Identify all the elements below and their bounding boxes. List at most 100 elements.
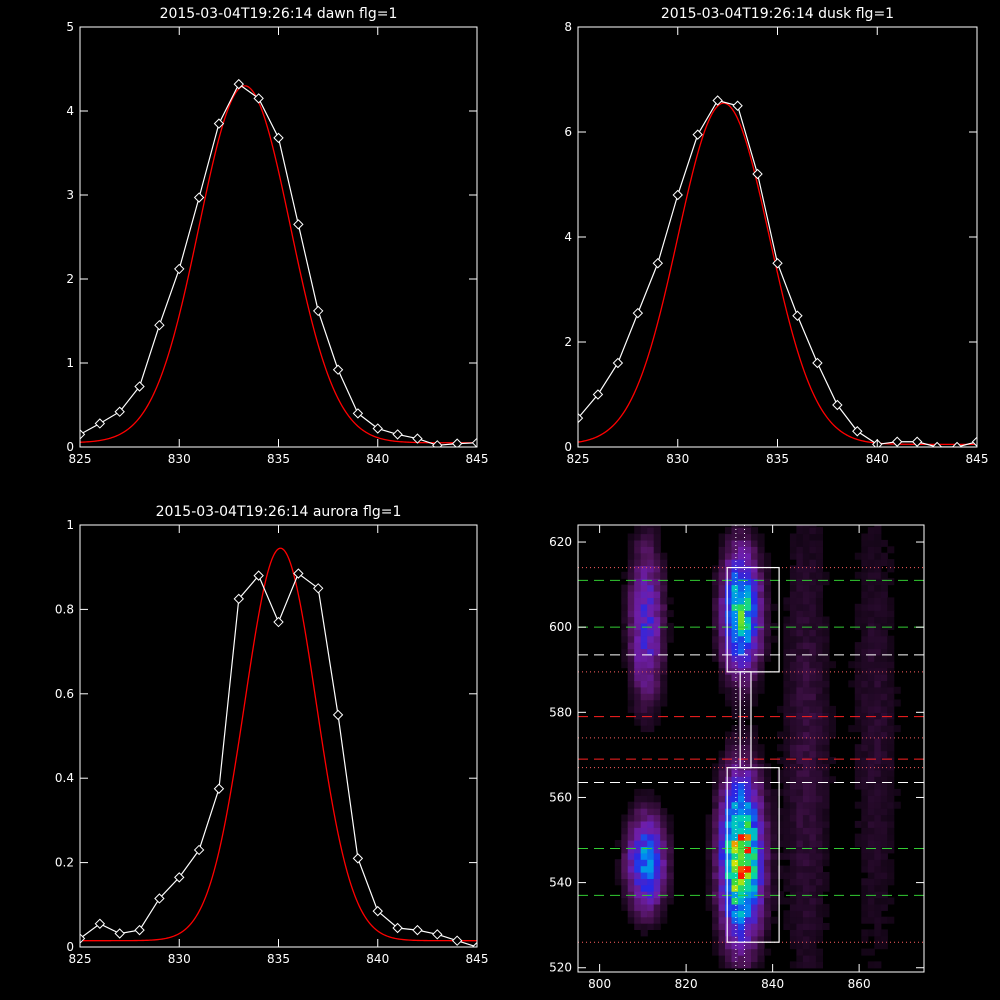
heatmap-cell <box>822 578 830 586</box>
heatmap-cell <box>744 635 752 643</box>
heatmap-cell <box>757 948 765 956</box>
heatmap-cell <box>815 840 823 847</box>
heatmap-cell <box>718 916 726 924</box>
heatmap-cell <box>757 820 765 828</box>
heatmap-cell <box>809 827 817 835</box>
heatmap-cell <box>712 642 720 650</box>
heatmap-cell <box>744 578 752 586</box>
heatmap-cell <box>854 833 862 841</box>
heatmap-cell <box>666 629 674 637</box>
heatmap-cell <box>880 616 888 624</box>
heatmap-cell <box>653 686 661 694</box>
heatmap-cell <box>744 820 752 828</box>
heatmap-cell <box>731 859 739 867</box>
heatmap-cell <box>712 801 720 809</box>
heatmap-cell <box>880 865 888 873</box>
heatmap-cell <box>822 725 830 733</box>
heatmap-cell <box>880 769 888 777</box>
heatmap-cell <box>653 591 661 598</box>
heatmap-cell <box>815 961 823 969</box>
heatmap-cell <box>802 744 810 752</box>
data-point <box>94 418 106 429</box>
heatmap-cell <box>640 642 648 650</box>
heatmap-cell <box>887 814 895 822</box>
heatmap-cell <box>802 578 810 586</box>
heatmap-cell <box>731 827 739 835</box>
heatmap-cell <box>627 571 635 579</box>
heatmap-cell <box>738 584 746 592</box>
heatmap-cell <box>815 546 823 554</box>
heatmap-cell <box>861 674 869 681</box>
heatmap-cell <box>789 782 797 790</box>
heatmap-cell <box>738 539 746 547</box>
heatmap-cell <box>815 674 823 681</box>
heatmap-cell <box>751 859 759 867</box>
heatmap-cell <box>738 744 746 752</box>
heatmap-cell <box>634 891 642 899</box>
heatmap-cell <box>718 769 726 777</box>
heatmap-cell <box>867 674 875 681</box>
heatmap-cell <box>880 916 888 924</box>
heatmap-cell <box>640 629 648 637</box>
heatmap-cell <box>880 622 888 630</box>
heatmap-cell <box>815 705 823 713</box>
heatmap-cell <box>731 814 739 822</box>
heatmap-cell <box>731 699 739 707</box>
heatmap-cell <box>789 571 797 579</box>
heatmap-cell <box>712 795 720 803</box>
heatmap-cell <box>731 731 739 739</box>
heatmap-cell <box>887 603 895 611</box>
heatmap-cell <box>731 872 739 879</box>
chart-title: 2015-03-04T19:26:14 dawn flg=1 <box>160 6 398 22</box>
heatmap-cell <box>621 584 629 592</box>
heatmap-cell <box>712 610 720 618</box>
heatmap-cell <box>815 622 823 630</box>
heatmap-cell <box>731 680 739 688</box>
heatmap-cell <box>757 884 765 892</box>
heatmap-cell <box>809 597 817 605</box>
heatmap-cell <box>867 840 875 847</box>
heatmap-cell <box>653 648 661 656</box>
heatmap-cell <box>660 872 668 879</box>
heatmap-cell <box>789 903 797 911</box>
y-tick-label: 540 <box>549 876 572 890</box>
heatmap-cell <box>764 884 772 892</box>
heatmap-cell <box>789 693 797 701</box>
heatmap-cell <box>718 629 726 637</box>
heatmap-cell <box>783 622 791 630</box>
heatmap-cell <box>738 827 746 835</box>
heatmap-cell <box>712 635 720 643</box>
heatmap-cell <box>647 603 655 611</box>
region-box <box>739 671 752 769</box>
heatmap-cell <box>874 846 882 854</box>
heatmap-cell <box>809 661 817 669</box>
heatmap-cell <box>887 776 895 784</box>
heatmap-cell <box>738 610 746 618</box>
heatmap-cell <box>861 846 869 854</box>
heatmap-cell <box>653 833 661 841</box>
heatmap-cell <box>809 725 817 733</box>
heatmap-cell <box>809 525 817 528</box>
heatmap-cell <box>815 884 823 892</box>
heatmap-cell <box>822 884 830 892</box>
heatmap-cell <box>757 744 765 752</box>
heatmap-cell <box>783 788 791 796</box>
y-tick-label: 520 <box>549 961 572 975</box>
heatmap-cell <box>757 942 765 950</box>
heatmap-cell <box>848 725 856 733</box>
heatmap-cell <box>634 840 642 847</box>
heatmap-cell <box>770 865 778 873</box>
heatmap-cell <box>744 667 752 675</box>
heatmap-cell <box>647 910 655 918</box>
heatmap-cell <box>751 955 759 962</box>
heatmap-cell <box>861 642 869 650</box>
heatmap-cell <box>660 699 668 707</box>
heatmap-cell <box>815 610 823 618</box>
heatmap-cell <box>783 731 791 739</box>
heatmap-cell <box>731 744 739 752</box>
heatmap-cell <box>796 820 804 828</box>
heatmap-cell <box>751 546 759 554</box>
heatmap-cell <box>861 744 869 752</box>
heatmap-cell <box>887 654 895 662</box>
heatmap-cell <box>874 718 882 726</box>
